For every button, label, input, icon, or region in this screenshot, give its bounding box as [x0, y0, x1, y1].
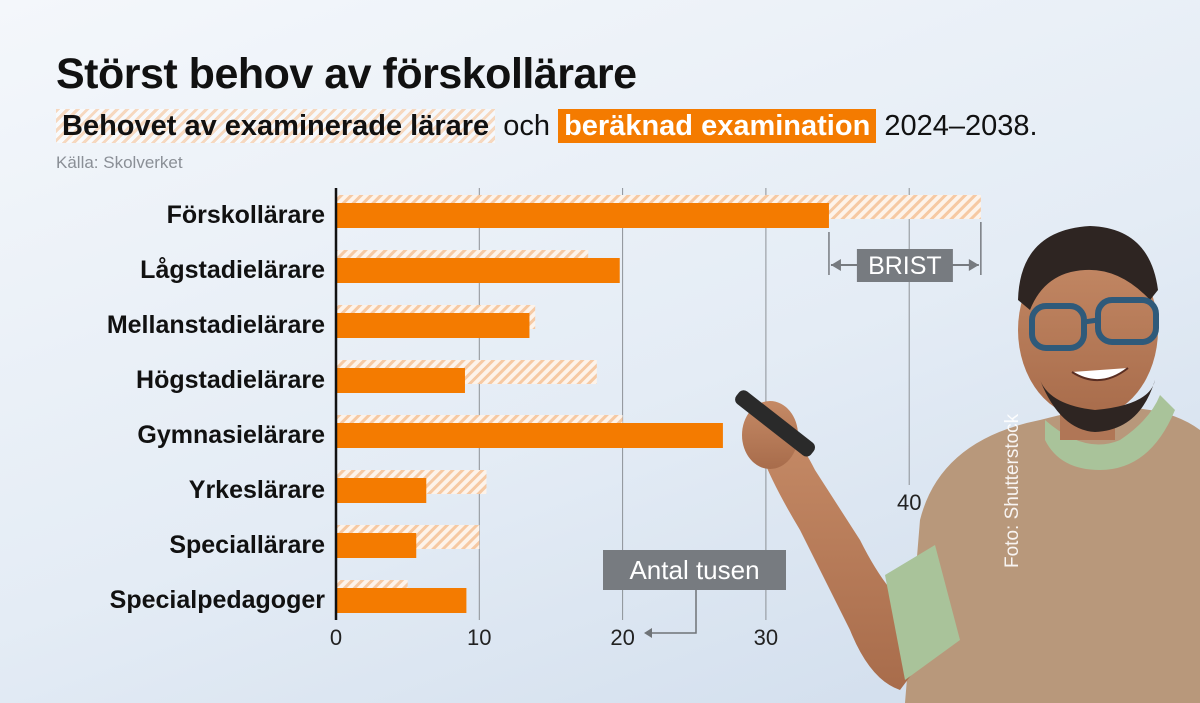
bar-examination — [336, 203, 829, 228]
bar-examination — [336, 258, 620, 283]
bar-examination — [336, 533, 417, 558]
chart-title: Störst behov av förskollärare — [56, 50, 637, 98]
person-photo — [735, 226, 1200, 703]
brist-arrowhead — [830, 259, 841, 271]
x-tick-label: 10 — [467, 625, 491, 650]
legend-demand: Behovet av examinerade lärare — [56, 109, 496, 143]
subtitle-period: 2024–2038. — [884, 110, 1038, 142]
subtitle-conjunction: och — [503, 110, 551, 142]
category-label: Mellanstadielärare — [107, 311, 325, 339]
unit-label: Antal tusen — [629, 555, 759, 585]
bar-examination — [336, 588, 467, 613]
brist-label: BRIST — [868, 252, 942, 280]
category-label: Yrkeslärare — [189, 476, 325, 504]
chart-subtitle: Behovet av examinerade lärare och beräkn… — [56, 109, 1038, 143]
photo-credit: Foto: Shutterstock — [1002, 413, 1023, 568]
unit-label-box — [603, 550, 786, 590]
category-label: Specialpedagoger — [110, 586, 326, 614]
brist-label-box — [856, 249, 953, 282]
unit-pointer-head — [644, 628, 652, 638]
bar-examination — [336, 478, 427, 503]
category-label: Förskollärare — [167, 201, 326, 229]
brist-arrowhead — [968, 259, 979, 271]
x-tick-label: 40 — [897, 490, 921, 515]
category-label: Speciallärare — [169, 531, 325, 559]
bar-examination — [336, 368, 465, 393]
x-tick-label: 20 — [610, 625, 634, 650]
category-label: Lågstadielärare — [140, 256, 325, 284]
x-tick-label: 0 — [330, 625, 342, 650]
source-note: Källa: Skolverket — [56, 153, 183, 172]
bar-examination — [336, 423, 723, 448]
legend-examination: beräknad examination — [558, 109, 877, 143]
bar-examination — [336, 313, 530, 338]
unit-pointer — [650, 590, 697, 634]
category-label: Gymnasielärare — [137, 421, 325, 449]
category-label: Högstadielärare — [136, 366, 325, 394]
x-tick-label: 30 — [754, 625, 778, 650]
